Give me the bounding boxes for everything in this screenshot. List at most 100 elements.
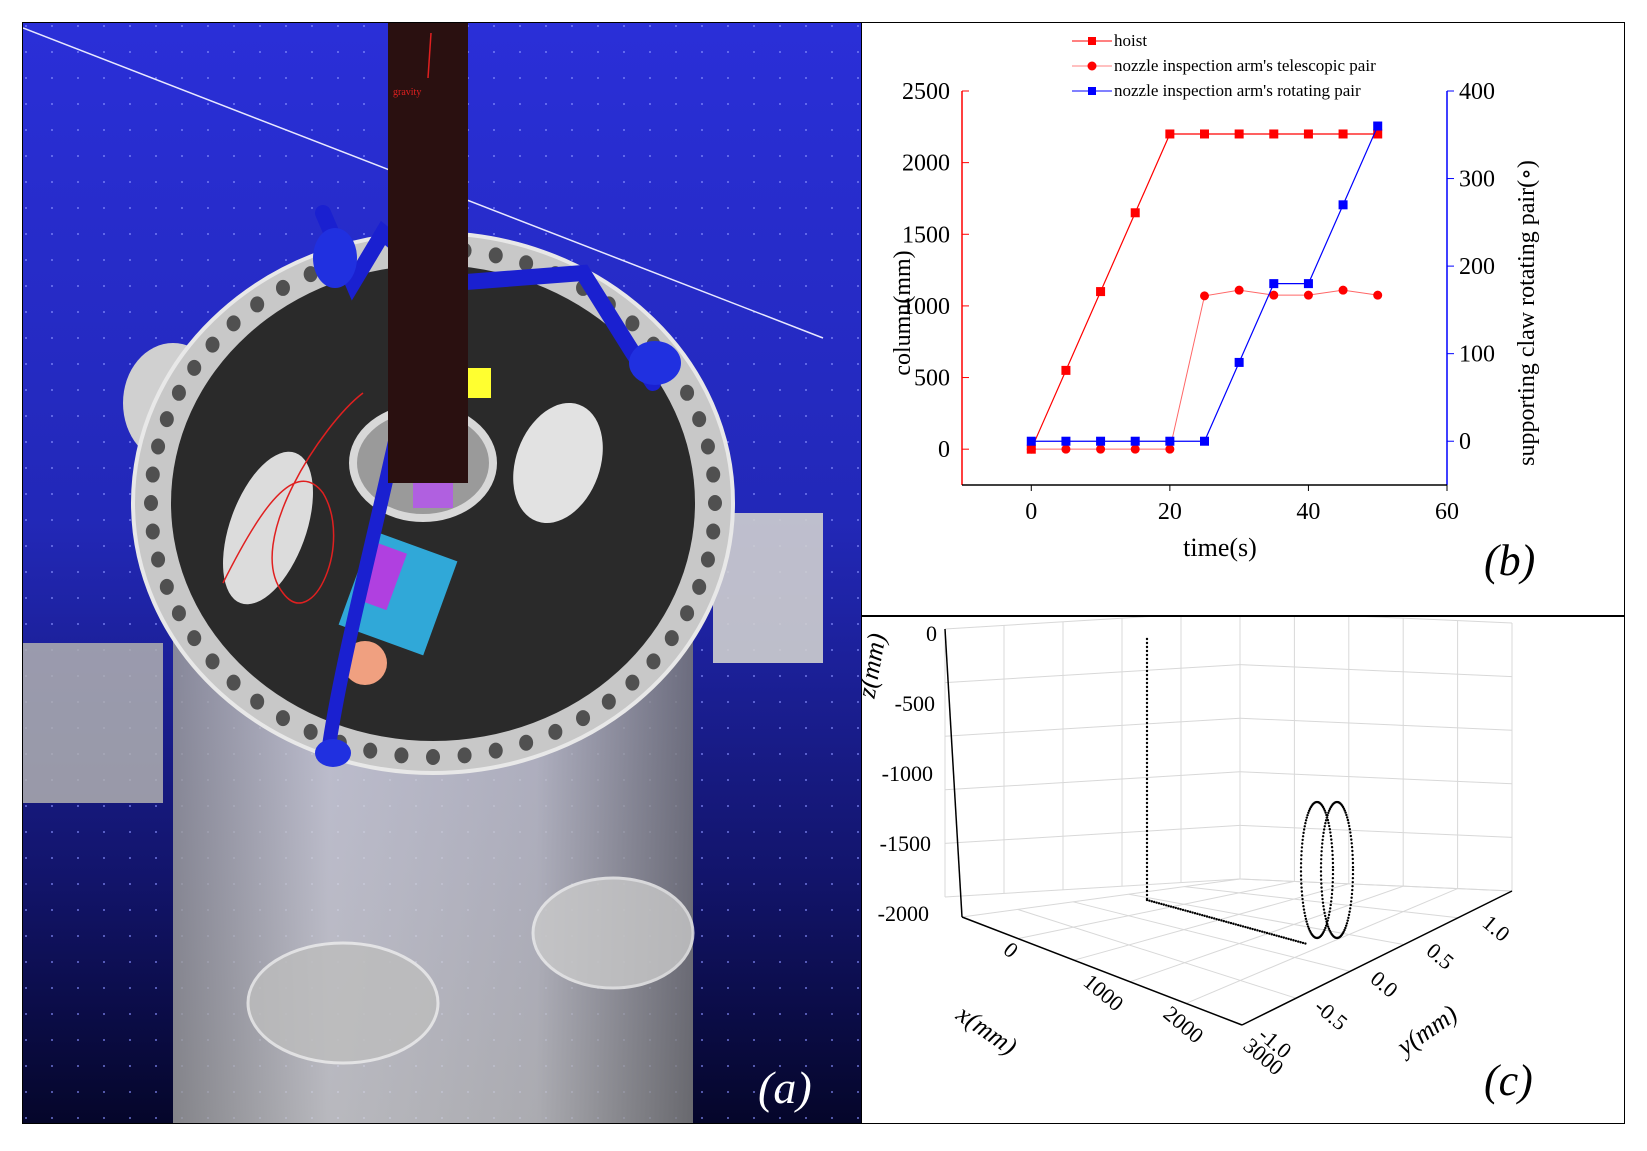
- trajectory-point: [1145, 809, 1149, 813]
- simulation-scene: gravity (a): [23, 23, 861, 1123]
- trajectory-point: [1215, 917, 1218, 921]
- grid-line: [944, 824, 1241, 844]
- trajectory-point: [1145, 737, 1149, 741]
- trajectory-point: [1165, 904, 1168, 907]
- data-point-1: [1061, 444, 1071, 454]
- trajectory-point: [1330, 896, 1333, 899]
- trajectory-point: [1150, 900, 1153, 903]
- bolt-hole: [171, 384, 186, 401]
- bolt-hole: [426, 749, 440, 765]
- trajectory-point: [1301, 842, 1304, 845]
- trajectory-point: [1193, 912, 1197, 915]
- trajectory-point: [1350, 845, 1354, 849]
- inspection-tool-module: [358, 543, 407, 611]
- trajectory-point: [1258, 929, 1261, 933]
- trajectory-3d-panel: 0 -500 -1000 -1500 -2000 0 1000 2000 3000 -1.0 -0.…: [852, 610, 1625, 1124]
- trajectory-point: [1285, 937, 1288, 940]
- x-tick-label: 1000: [1079, 969, 1129, 1016]
- x-tick-label: 20: [1158, 499, 1182, 525]
- trajectory-point: [1299, 874, 1303, 877]
- trajectory-point: [1299, 862, 1303, 865]
- trajectory-point: [1351, 857, 1354, 861]
- trajectory-point: [1320, 894, 1324, 897]
- trajectory-point: [1268, 932, 1271, 935]
- trajectory-point: [1145, 805, 1149, 809]
- lower-nozzle-left: [246, 941, 440, 1065]
- trajectory-point: [1145, 677, 1149, 681]
- trajectory-point: [1347, 821, 1350, 825]
- trajectory-point: [1304, 914, 1307, 918]
- trajectory-point: [1234, 923, 1237, 926]
- grid-line: [1184, 886, 1459, 919]
- trajectory-point: [1145, 898, 1149, 902]
- trajectory-point: [1225, 920, 1228, 923]
- bolt-hole: [303, 723, 318, 740]
- data-point-2: [1130, 436, 1140, 446]
- trajectory-point: [1145, 769, 1149, 773]
- trajectory-point: [1239, 924, 1242, 927]
- trajectory-point: [1145, 681, 1149, 685]
- trajectory-point: [1300, 882, 1303, 885]
- trajectory-point: [1145, 853, 1149, 857]
- trajectory-point: [1145, 757, 1149, 761]
- trajectory-point: [1145, 785, 1149, 789]
- bolt-hole: [457, 747, 472, 764]
- data-point-2: [1026, 436, 1036, 446]
- trajectory-point: [1322, 807, 1326, 810]
- trajectory-point: [1320, 882, 1323, 885]
- trajectory-point: [1319, 862, 1323, 865]
- data-point-1: [1338, 285, 1348, 295]
- grid-line: [1017, 880, 1295, 940]
- trajectory-point: [1301, 835, 1305, 838]
- trajectory-point: [1303, 825, 1306, 828]
- x-axis-label: x(mm): [951, 999, 1023, 1061]
- trajectory-point: [1331, 876, 1335, 880]
- trajectory-point: [1145, 889, 1149, 893]
- trajectory-point: [1145, 777, 1149, 781]
- trajectory-point: [1145, 813, 1149, 817]
- trajectory-point: [1301, 901, 1305, 904]
- trajectory-point: [1328, 929, 1331, 932]
- bolt-hole: [303, 266, 318, 283]
- bolt-hole: [706, 466, 721, 483]
- trajectory-point: [1299, 866, 1303, 869]
- trajectory-point: [1329, 907, 1332, 910]
- y-tick-label: 1500: [902, 222, 950, 248]
- trajectory-point: [1302, 905, 1305, 908]
- data-point-2: [1303, 279, 1313, 289]
- trajectory-point: [1342, 807, 1346, 810]
- bolt-hole: [363, 742, 378, 759]
- data-point-2: [1234, 357, 1244, 367]
- trajectory-point: [1145, 781, 1149, 785]
- trajectory-point: [1145, 705, 1149, 709]
- trajectory-point: [1349, 907, 1352, 910]
- bolt-hole: [700, 438, 715, 455]
- series-line-1: [1031, 289, 1378, 450]
- trajectory-point: [1347, 913, 1351, 917]
- trajectory-point: [1300, 858, 1303, 861]
- grid-line: [944, 664, 1241, 684]
- trajectory-point: [1330, 842, 1333, 845]
- trajectory-point: [1201, 913, 1204, 917]
- trajectory-point: [1145, 725, 1149, 729]
- trajectory-point: [1145, 661, 1149, 665]
- trajectory-point: [1351, 868, 1355, 872]
- side-nozzle-left: [23, 643, 163, 803]
- trajectory-point: [1145, 833, 1149, 837]
- bolt-hole: [692, 411, 707, 428]
- trajectory-point: [1305, 920, 1308, 923]
- grid-line: [1239, 878, 1513, 892]
- trajectory-point: [1304, 942, 1307, 945]
- series-line-2: [1031, 125, 1379, 442]
- grid-line: [1239, 771, 1513, 785]
- trajectory-point: [1323, 825, 1326, 828]
- trajectory-point: [1351, 861, 1355, 865]
- trajectory-point: [1345, 922, 1349, 925]
- trajectory-point: [1304, 822, 1307, 825]
- trajectory-point: [1324, 811, 1327, 814]
- trajectory-point: [1145, 645, 1149, 649]
- trajectory-point: [1323, 928, 1326, 932]
- trajectory-point: [1330, 845, 1334, 849]
- trajectory-point: [1329, 831, 1332, 834]
- trajectory-point: [1321, 842, 1324, 845]
